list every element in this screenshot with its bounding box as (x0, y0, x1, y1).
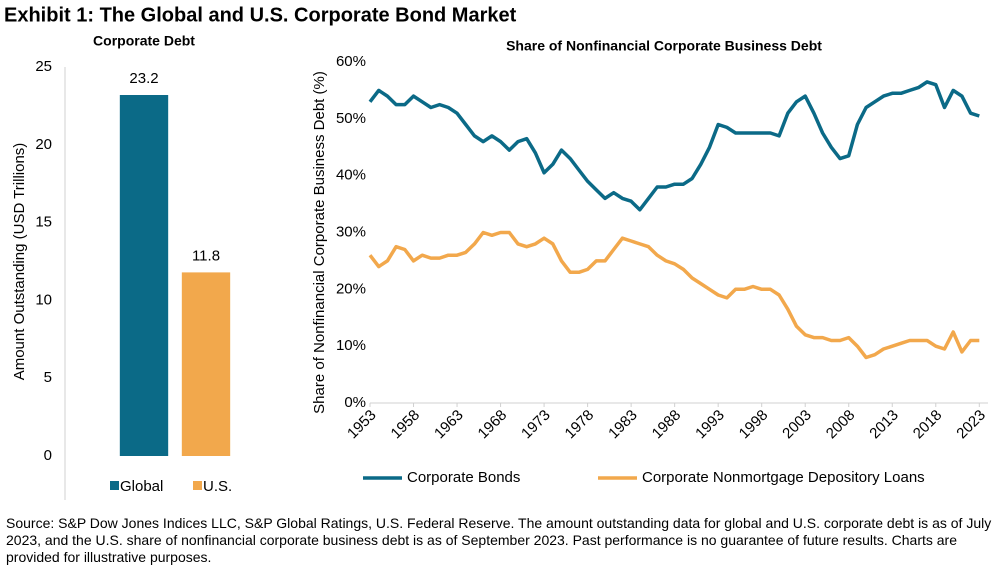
y-tick-label: 5 (44, 369, 52, 386)
y-axis-label: Amount Outstanding (USD Trillions) (11, 143, 28, 381)
x-tick-label: 2008 (823, 407, 859, 443)
x-tick-label: 1973 (518, 407, 554, 443)
x-tick-label: 1993 (692, 407, 728, 443)
y-tick-label: 20 (35, 136, 52, 153)
x-tick-label: 2018 (910, 407, 946, 443)
legend-label: Corporate Bonds (407, 469, 520, 486)
value-label: 11.8 (192, 247, 220, 264)
legend-swatch (193, 481, 202, 490)
x-tick-label: 2003 (779, 407, 815, 443)
y-axis-label: Share of Nonfinancial Corporate Business… (311, 71, 328, 414)
y-tick-label: 50% (336, 110, 366, 127)
y-tick-label: 25 (35, 58, 52, 75)
y-tick-label: 10% (336, 337, 366, 354)
y-tick-label: 40% (336, 167, 366, 184)
y-tick-label: 15 (35, 214, 52, 231)
x-tick-label: 1963 (431, 407, 467, 443)
y-tick-label: 0 (44, 447, 52, 464)
value-label: 23.2 (129, 70, 158, 87)
legend-label: Corporate Nonmortgage Depository Loans (642, 469, 925, 486)
y-tick-label: 30% (336, 223, 366, 240)
x-tick-label: 1968 (475, 407, 511, 443)
legend-swatch (110, 481, 119, 490)
bar (119, 95, 169, 457)
y-tick-label: 10 (35, 291, 52, 308)
y-tick-label: 20% (336, 280, 366, 297)
x-tick-label: 2023 (953, 407, 989, 443)
x-tick-label: 1983 (605, 407, 641, 443)
x-tick-label: 1958 (388, 407, 424, 443)
y-tick-label: 0% (344, 394, 366, 411)
bar (181, 272, 231, 456)
x-tick-label: 1988 (649, 407, 685, 443)
x-tick-label: 1998 (736, 407, 772, 443)
x-tick-label: 1978 (562, 407, 598, 443)
page-title: Exhibit 1: The Global and U.S. Corporate… (4, 4, 517, 26)
footnote: Source: S&P Dow Jones Indices LLC, S&P G… (6, 515, 992, 565)
chart-title: Corporate Debt (93, 33, 195, 49)
legend-label: U.S. (203, 478, 232, 495)
legend-label: Global (120, 478, 163, 495)
series-line (368, 230, 980, 360)
x-tick-label: 1953 (344, 407, 380, 443)
y-tick-label: 60% (336, 53, 366, 70)
x-tick-label: 2013 (866, 407, 902, 443)
series-line (368, 80, 980, 212)
chart-title: Share of Nonfinancial Corporate Business… (506, 38, 822, 54)
